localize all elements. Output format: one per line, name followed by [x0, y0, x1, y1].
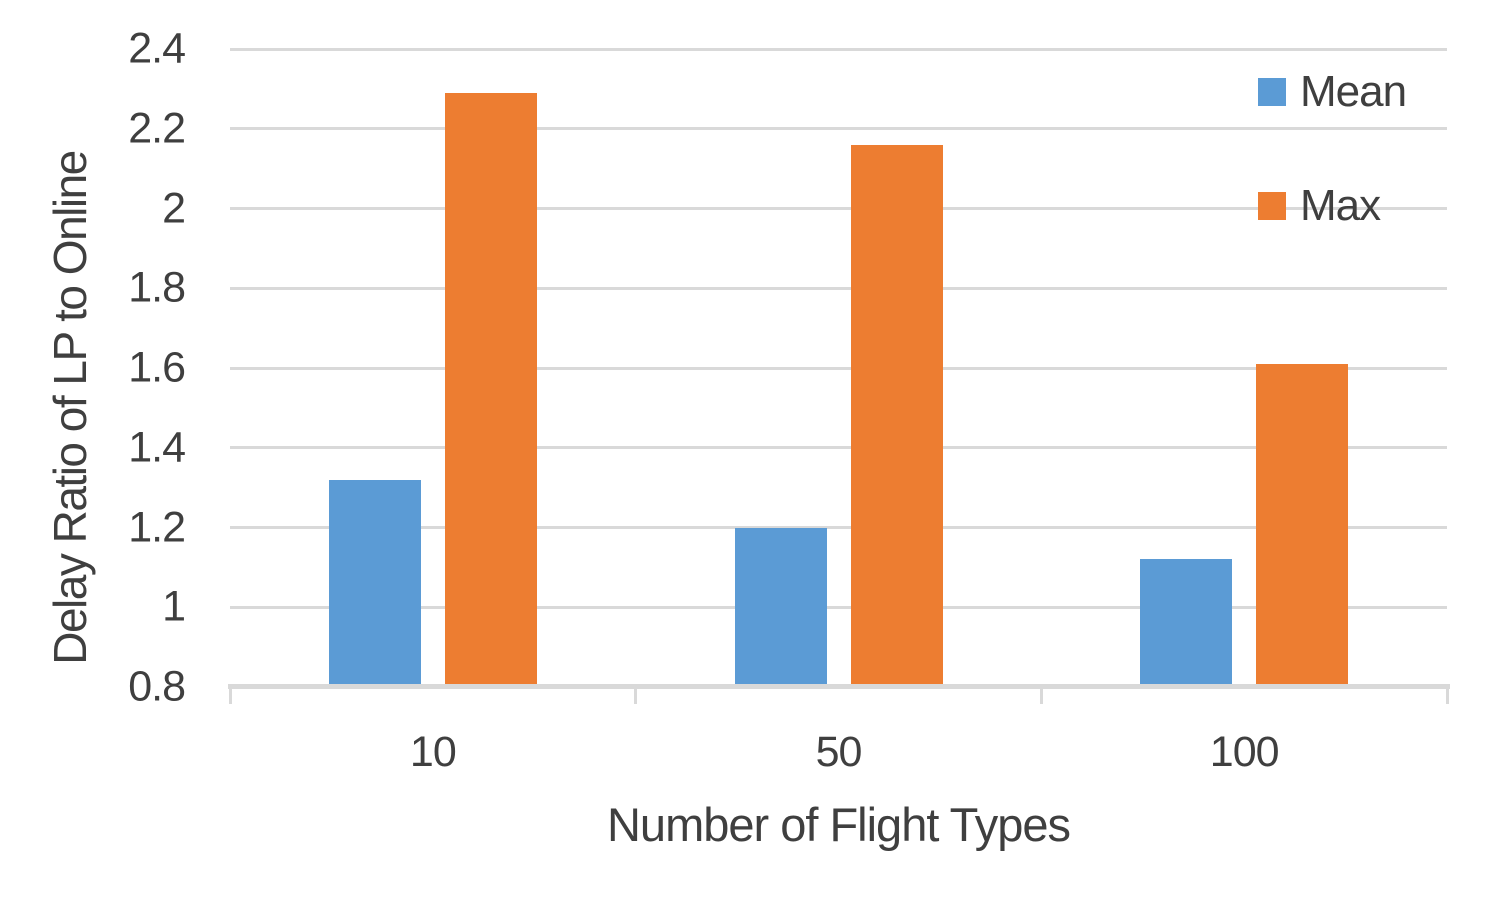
y-tick-label-1.6: 1.6 [128, 343, 186, 392]
y-tick-label-2: 2 [162, 184, 186, 232]
y-tick-label-1.4: 1.4 [128, 423, 186, 472]
legend-entry-max: Max [1258, 184, 1406, 228]
gridline-1.2 [230, 526, 1447, 529]
legend-label-mean: Mean [1300, 67, 1407, 116]
legend: Mean Max [1258, 67, 1407, 228]
y-tick-label-2.2: 2.2 [128, 104, 186, 153]
x-axis-title: Number of Flight Types [606, 798, 1071, 851]
x-tick-label-100: 100 [1209, 728, 1280, 776]
x-tick-label-50: 50 [815, 728, 863, 776]
x-axis-tick-mark [634, 687, 638, 704]
legend-label-max: Max [1300, 181, 1381, 230]
y-tick-label-2.4: 2.4 [128, 24, 186, 73]
gridline-1.8 [230, 286, 1447, 290]
y-tick-label-0.8: 0.8 [128, 662, 186, 711]
bar-max-50 [850, 144, 943, 687]
x-axis-line [228, 684, 1450, 689]
gridline-2.2 [230, 127, 1447, 131]
bar-max-10 [444, 92, 537, 687]
y-tick-label-1.8: 1.8 [128, 263, 186, 312]
gridline-2 [230, 207, 1447, 210]
legend-entry-mean: Mean [1258, 67, 1407, 116]
y-tick-label-1: 1 [162, 582, 186, 631]
x-axis-tick-mark [228, 687, 232, 704]
x-tick-label-10: 10 [409, 728, 457, 776]
bar-mean-100 [1140, 559, 1233, 687]
x-axis-tick-mark [1039, 687, 1043, 704]
gridline-1.6 [230, 366, 1447, 370]
gridline-1 [230, 605, 1447, 609]
bar-max-100 [1256, 364, 1349, 687]
bar-mean-50 [734, 527, 827, 687]
gridline-1.4 [230, 446, 1447, 450]
legend-swatch-mean [1258, 78, 1286, 106]
legend-swatch-max [1258, 192, 1286, 220]
bar-mean-10 [328, 479, 421, 687]
y-tick-label-1.2: 1.2 [128, 503, 186, 551]
gridline-2.4 [230, 47, 1447, 51]
x-axis-tick-mark [1445, 687, 1449, 704]
